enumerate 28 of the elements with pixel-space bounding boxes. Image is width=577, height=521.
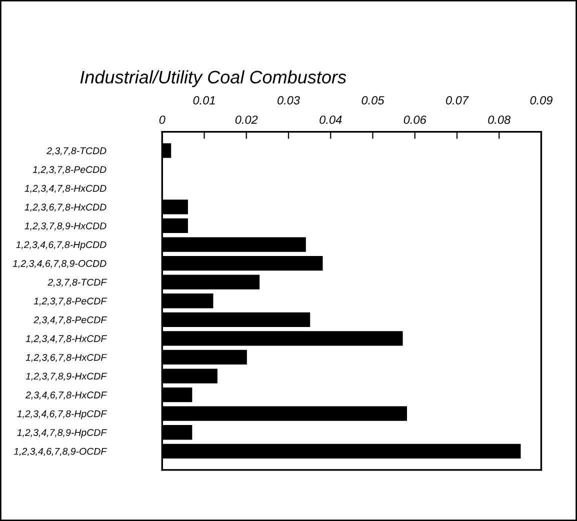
x-tick-label: 0.08 bbox=[488, 116, 511, 124]
y-tick-label: 2,3,4,7,8-PeCDF bbox=[34, 316, 108, 324]
y-tick-label: 1,2,3,4,6,7,8,9-OCDD bbox=[12, 260, 106, 268]
x2-tick-label: 0.03 bbox=[278, 96, 300, 104]
x2-tick-label: 0.09 bbox=[530, 96, 552, 104]
x-tick-label: 0.04 bbox=[320, 116, 342, 124]
y-tick-label: 1,2,3,4,7,8,9-HpCDF bbox=[17, 429, 108, 438]
y-tick-label: 1,2,3,7,8-PeCDD bbox=[32, 166, 106, 174]
y-tick-label: 1,2,3,6,7,8-HxCDF bbox=[26, 354, 108, 362]
y-tick-label: 1,2,3,7,8-PeCDF bbox=[34, 298, 108, 306]
x2-tick-label: 0.07 bbox=[446, 96, 469, 104]
y-tick-label: 1,2,3,4,6,7,8-HpCDF bbox=[17, 410, 108, 420]
y-tick-label: 1,2,3,7,8,9-HxCDF bbox=[26, 372, 108, 381]
y-tick-label: 2,3,4,6,7,8-HxCDF bbox=[25, 392, 108, 400]
y-tick-label: 2,3,7,8-TCDF bbox=[48, 278, 108, 287]
y-tick-label: 1,2,3,4,6,7,8-HpCDD bbox=[16, 241, 106, 250]
x2-tick-label: 0.01 bbox=[193, 96, 215, 104]
y-tick-label: 2,3,7,8-TCDD bbox=[46, 147, 106, 156]
y-tick-label: 1,2,3,6,7,8-HxCDD bbox=[24, 204, 106, 212]
y-tick-label: 1,2,3,4,7,8-HxCDF bbox=[26, 335, 108, 344]
x2-tick-label: 0.05 bbox=[362, 96, 384, 104]
chart-title: Industrial/Utility Coal Combustors bbox=[80, 70, 346, 88]
y-tick-label: 1,2,3,4,7,8-HxCDD bbox=[24, 184, 106, 193]
y-tick-label: 1,2,3,7,8,9-HxCDD bbox=[24, 222, 106, 231]
x-tick-label: 0.02 bbox=[235, 116, 258, 124]
x-tick-label: 0.06 bbox=[404, 116, 426, 124]
y-tick-label: 1,2,3,4,6,7,8,9-OCDF bbox=[14, 448, 108, 456]
x-tick-label: 0 bbox=[159, 116, 166, 124]
